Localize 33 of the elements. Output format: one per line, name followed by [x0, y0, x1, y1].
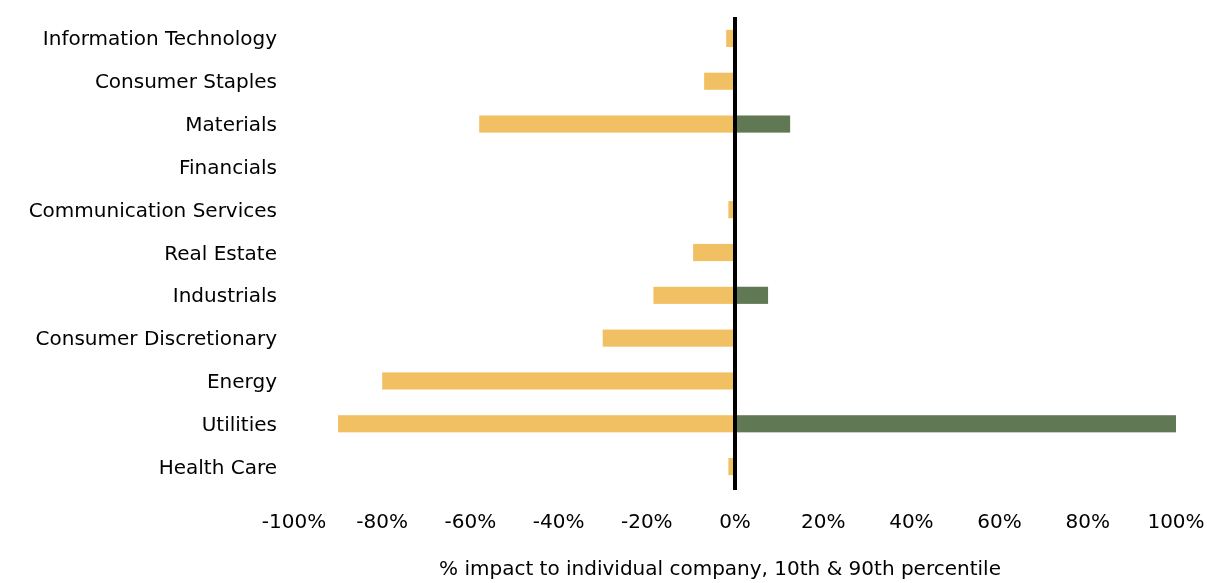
- y-tick-label: Industrials: [172, 283, 277, 308]
- x-tick-label: 80%: [1065, 509, 1111, 533]
- y-tick-label: Energy: [206, 368, 278, 393]
- bar: [479, 115, 735, 133]
- x-tick-label: -60%: [444, 509, 497, 533]
- y-tick-label: Consumer Discretionary: [35, 326, 278, 351]
- y-tick-label: Health Care: [158, 454, 277, 479]
- x-tick-label: 0%: [719, 509, 751, 533]
- x-tick-label: 40%: [889, 509, 934, 533]
- bar: [735, 115, 791, 133]
- x-tick-label: 20%: [800, 509, 846, 533]
- bar: [602, 329, 735, 347]
- x-tick-label: -20%: [620, 509, 673, 533]
- y-tick-label: Materials: [185, 112, 277, 137]
- x-tick-label: 100%: [1147, 509, 1205, 533]
- bar: [735, 286, 769, 304]
- bar: [653, 286, 735, 304]
- bar: [704, 72, 735, 90]
- x-tick-label: 60%: [977, 509, 1022, 533]
- y-tick-label: Real Estate: [164, 240, 277, 265]
- x-axis-title: % impact to individual company, 10th & 90th percentile: [439, 556, 1001, 580]
- y-tick-label: Utilities: [201, 411, 277, 436]
- y-tick-label: Information Technology: [42, 26, 278, 51]
- y-tick-label: Financials: [179, 154, 277, 179]
- bar: [338, 415, 735, 433]
- x-tick-label: -100%: [261, 509, 327, 533]
- y-tick-label: Communication Services: [28, 197, 277, 222]
- x-tick-label: -80%: [356, 509, 409, 533]
- y-tick-label: Consumer Staples: [94, 69, 277, 94]
- bar: [693, 243, 735, 262]
- x-tick-label: -40%: [532, 509, 585, 533]
- bar: [382, 372, 735, 390]
- bar: [735, 415, 1176, 433]
